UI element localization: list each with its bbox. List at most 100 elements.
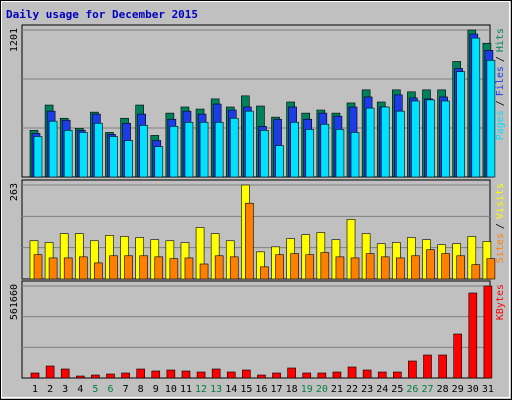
bar bbox=[199, 121, 209, 178]
bar bbox=[335, 129, 345, 178]
bar bbox=[332, 371, 342, 379]
bar bbox=[109, 255, 118, 280]
bar bbox=[408, 360, 417, 379]
legend-entry: Hits bbox=[495, 28, 506, 52]
x-tick-label: 11 bbox=[180, 384, 192, 395]
x-tick-label: 26 bbox=[406, 384, 418, 395]
legend-separator: / bbox=[495, 56, 506, 62]
bar bbox=[33, 136, 43, 178]
bar bbox=[350, 257, 360, 280]
bar bbox=[136, 368, 145, 379]
bar bbox=[169, 258, 179, 280]
x-tick-label: 14 bbox=[225, 384, 237, 395]
bar bbox=[453, 333, 463, 379]
x-tick-label: 10 bbox=[165, 384, 177, 395]
x-tick-label: 7 bbox=[123, 384, 129, 395]
bar bbox=[426, 249, 435, 280]
bar bbox=[245, 110, 254, 178]
bar bbox=[456, 71, 466, 178]
x-tick-label: 4 bbox=[77, 384, 83, 395]
bar bbox=[48, 257, 58, 280]
bar bbox=[124, 140, 133, 178]
x-tick-label: 15 bbox=[240, 384, 252, 395]
bar bbox=[30, 372, 40, 379]
bar bbox=[320, 123, 330, 178]
bar bbox=[438, 354, 447, 379]
bar bbox=[169, 126, 179, 178]
bar bbox=[229, 256, 239, 280]
bar bbox=[60, 368, 70, 379]
x-tick-label: 24 bbox=[376, 384, 388, 395]
bar bbox=[275, 254, 284, 280]
x-tick-label: 6 bbox=[107, 384, 113, 395]
bar bbox=[94, 262, 103, 280]
bar bbox=[287, 367, 296, 379]
bar bbox=[362, 369, 372, 379]
bar bbox=[139, 125, 148, 178]
bar bbox=[302, 372, 312, 379]
x-tick-label: 9 bbox=[153, 384, 159, 395]
bar bbox=[317, 372, 327, 379]
x-tick-label: 5 bbox=[92, 384, 98, 395]
x-tick-label: 21 bbox=[331, 384, 343, 395]
x-tick-label: 25 bbox=[391, 384, 403, 395]
x-tick-label: 19 bbox=[301, 384, 313, 395]
bar bbox=[109, 136, 118, 178]
x-tick-label: 29 bbox=[452, 384, 464, 395]
x-tick-label: 27 bbox=[421, 384, 433, 395]
bar bbox=[347, 366, 357, 379]
bar bbox=[365, 253, 375, 280]
bar bbox=[211, 368, 221, 379]
legend-separator: / bbox=[495, 223, 506, 229]
bar bbox=[305, 129, 315, 178]
bar bbox=[45, 365, 55, 379]
bar bbox=[106, 373, 115, 379]
bar bbox=[214, 121, 224, 178]
bar bbox=[139, 255, 148, 280]
bar bbox=[468, 292, 478, 379]
x-tick-label: 17 bbox=[271, 384, 283, 395]
y-tick-label: 561660 bbox=[9, 284, 20, 320]
bar bbox=[393, 371, 402, 379]
bar bbox=[229, 117, 239, 178]
bar bbox=[483, 285, 493, 379]
bar bbox=[154, 256, 164, 280]
x-tick-label: 8 bbox=[138, 384, 144, 395]
bar bbox=[91, 374, 100, 379]
bar bbox=[196, 371, 206, 379]
bar bbox=[441, 100, 450, 178]
legend-entry: Files bbox=[495, 66, 506, 96]
bar bbox=[78, 256, 88, 280]
bar bbox=[242, 369, 251, 379]
bar bbox=[380, 106, 390, 178]
y-tick-label: 1201 bbox=[9, 28, 20, 52]
bar bbox=[260, 130, 269, 178]
x-tick-label: 13 bbox=[210, 384, 222, 395]
bar bbox=[335, 256, 345, 280]
x-tick-label: 3 bbox=[62, 384, 68, 395]
bar bbox=[33, 254, 43, 280]
bar bbox=[75, 375, 85, 379]
x-tick-label: 12 bbox=[195, 384, 207, 395]
bar bbox=[184, 121, 194, 178]
bar bbox=[124, 255, 133, 280]
bar bbox=[380, 256, 390, 280]
x-tick-label: 30 bbox=[467, 384, 479, 395]
bar bbox=[486, 60, 496, 178]
bar bbox=[63, 257, 73, 280]
bar bbox=[260, 266, 269, 280]
x-tick-label: 22 bbox=[346, 384, 358, 395]
bar bbox=[48, 120, 58, 178]
legend: Pages / Files / Hits bbox=[495, 28, 506, 140]
bar bbox=[245, 202, 254, 280]
legend-entry: KBytes bbox=[495, 284, 506, 320]
y-tick-label: 263 bbox=[9, 183, 20, 201]
x-tick-label: 28 bbox=[437, 384, 449, 395]
bar bbox=[426, 99, 435, 178]
bar bbox=[441, 253, 450, 280]
bar bbox=[320, 252, 330, 280]
bar bbox=[305, 254, 315, 280]
x-tick-label: 2 bbox=[47, 384, 53, 395]
